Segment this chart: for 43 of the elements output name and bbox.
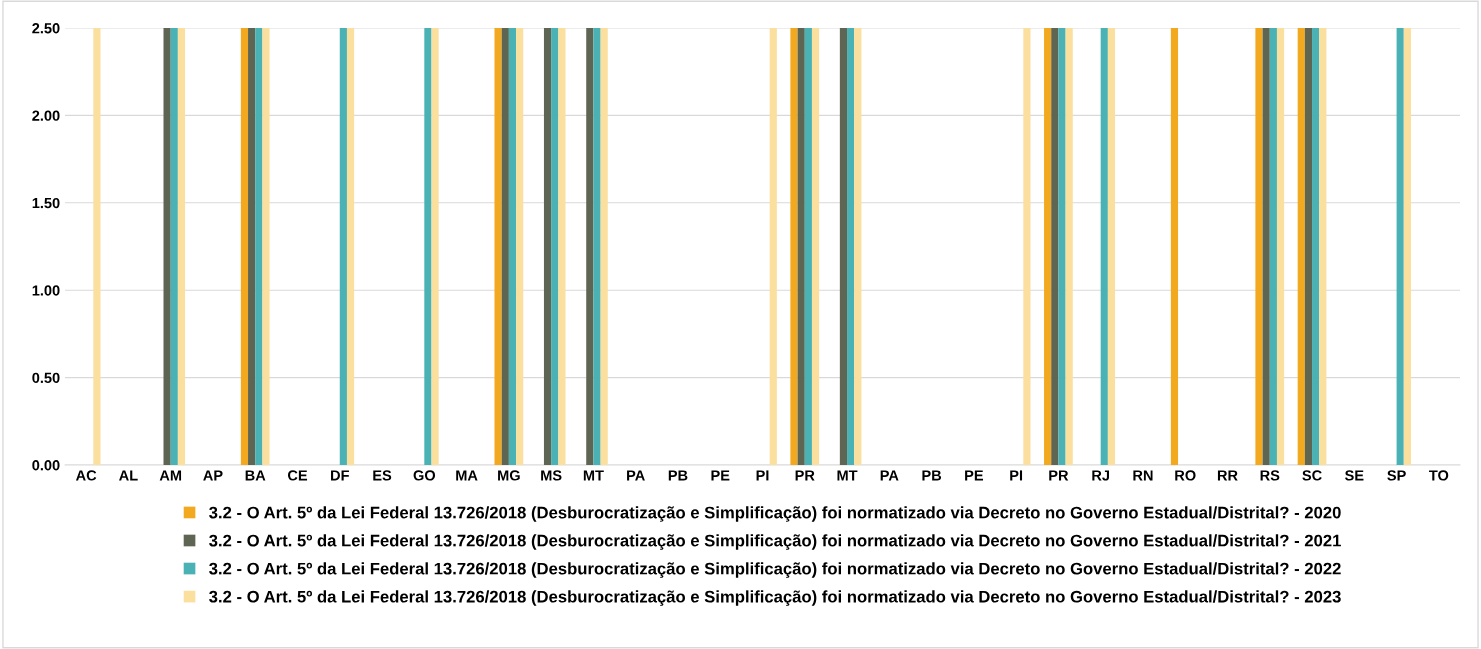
x-tick-label: SC <box>1302 470 1322 481</box>
x-tick-label: PA <box>627 470 645 481</box>
x-tick-label: RS <box>1260 470 1280 481</box>
x-tick-label: RO <box>1175 470 1196 481</box>
x-tick-label: AP <box>203 470 223 481</box>
y-tick-label: 0.00 <box>32 460 60 471</box>
x-tick-label: SE <box>1345 470 1364 481</box>
y-tick-label: 2.00 <box>32 110 60 121</box>
x-tick-label: RN <box>1133 470 1153 481</box>
x-tick-label: PR <box>795 470 815 481</box>
x-tick-label: MG <box>498 470 520 481</box>
y-tick-label: 0.50 <box>32 372 60 384</box>
x-tick-label: PB <box>668 470 688 481</box>
legend-label: 3.2 - O Art. 5º da Lei Federal 13.726/2018 (Desburocratização e Simplificação) foi normatizado via Decreto no Governo Estadual/Distrital? - 2023 <box>209 590 1341 606</box>
y-tick-label: 2.50 <box>32 23 60 34</box>
legend-label: 3.2 - O Art. 5º da Lei Federal 13.726/2018 (Desburocratização e Simplificação) foi normatizado via Decreto no Governo Estadual/Distrital? - 2022 <box>209 562 1341 578</box>
x-tick-label: TO <box>1429 470 1449 481</box>
x-tick-label: MT <box>583 470 604 481</box>
x-tick-label: PR <box>1049 470 1069 481</box>
x-tick-label: AM <box>159 470 182 481</box>
x-tick-label: PE <box>711 470 730 481</box>
x-tick-label: DF <box>331 470 349 481</box>
x-tick-label: GO <box>413 470 436 481</box>
y-tick-label: 1.00 <box>32 285 60 296</box>
x-tick-label: MS <box>541 470 562 481</box>
x-tick-label: ES <box>373 470 392 481</box>
x-tick-label: PA <box>880 470 899 481</box>
x-tick-label: PE <box>965 470 984 481</box>
x-tick-label: MA <box>456 470 478 481</box>
x-tick-label: BA <box>245 470 266 481</box>
legend-label: 3.2 - O Art. 5º da Lei Federal 13.726/2018 (Desburocratização e Simplificação) foi normatizado via Decreto no Governo Estadual/Distrital? - 2020 <box>209 506 1341 522</box>
x-tick-label: CE <box>287 470 308 481</box>
x-tick-label: PB <box>922 470 942 481</box>
x-tick-label: PI <box>1010 470 1023 481</box>
x-tick-label: PI <box>756 470 769 481</box>
x-tick-label: RR <box>1217 470 1238 481</box>
x-tick-label: MT <box>837 470 858 481</box>
x-tick-label: RJ <box>1092 470 1110 481</box>
x-tick-label: AC <box>75 470 97 481</box>
y-tick-label: 1.50 <box>32 197 60 209</box>
x-tick-label: SP <box>1387 470 1406 481</box>
legend-label: 3.2 - O Art. 5º da Lei Federal 13.726/2018 (Desburocratização e Simplificação) foi normatizado via Decreto no Governo Estadual/Distrital? - 2021 <box>209 534 1341 550</box>
x-tick-label: AL <box>119 470 138 481</box>
